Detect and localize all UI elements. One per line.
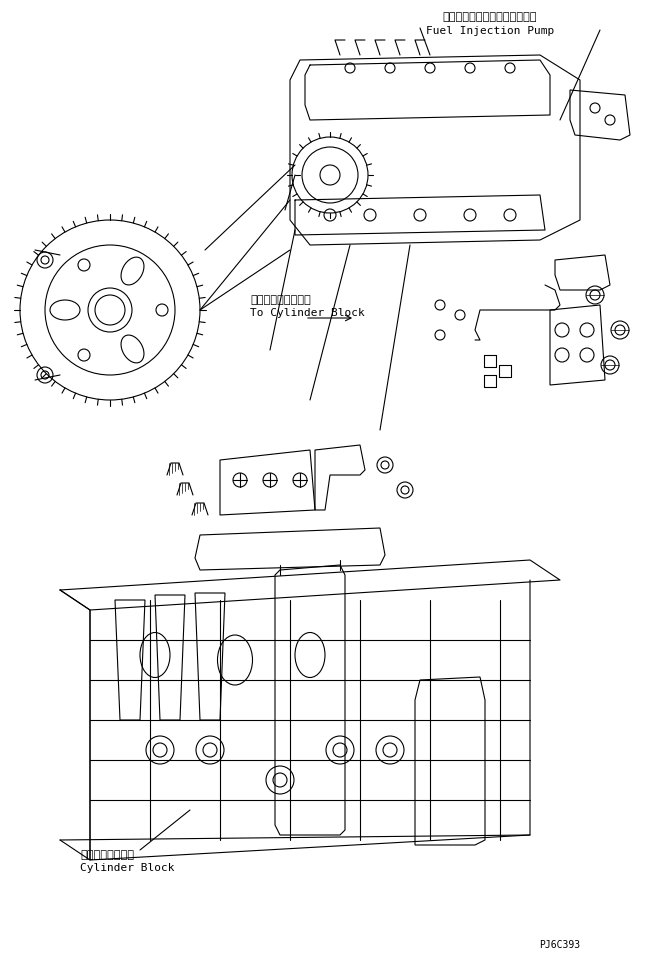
Text: シリンダブロック: シリンダブロック [80, 850, 134, 860]
Text: シリンダブロックヘ: シリンダブロックヘ [250, 295, 311, 305]
Text: PJ6C393: PJ6C393 [539, 940, 580, 950]
Text: Cylinder Block: Cylinder Block [80, 863, 174, 873]
Text: To Cylinder Block: To Cylinder Block [250, 308, 365, 318]
Text: Fuel Injection Pump: Fuel Injection Pump [426, 26, 554, 36]
Text: フェルインジェクションポンプ: フェルインジェクションポンプ [443, 12, 537, 22]
